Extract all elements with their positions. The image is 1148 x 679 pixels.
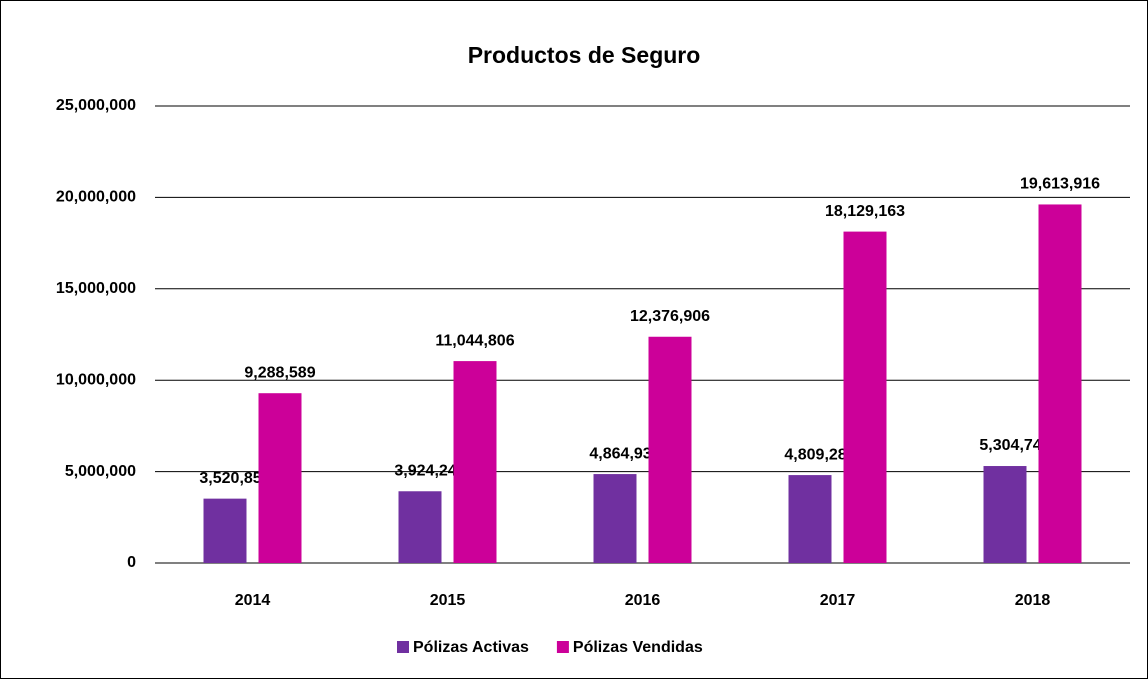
x-tick-label: 2016: [625, 592, 661, 609]
x-tick-label: 2018: [1015, 592, 1051, 609]
x-tick-label: 2015: [430, 592, 466, 609]
bar: [788, 475, 832, 563]
data-label: 4,809,280: [784, 446, 855, 463]
bar: [258, 393, 302, 563]
y-tick-label: 10,000,000: [56, 371, 136, 388]
data-label: 5,304,741: [979, 437, 1050, 454]
bar: [983, 466, 1027, 563]
bar: [1038, 204, 1082, 563]
legend-swatch: [397, 641, 409, 653]
bar: [453, 361, 497, 563]
y-tick-label: 5,000,000: [65, 463, 136, 480]
legend-swatch: [556, 641, 569, 653]
y-tick-label: 20,000,000: [56, 189, 136, 206]
bar: [648, 336, 692, 563]
data-label: 9,288,589: [244, 364, 315, 381]
data-label: 3,924,241: [394, 462, 465, 479]
legend-label: Pólizas Activas: [413, 639, 529, 656]
bar: [843, 231, 887, 563]
bar: [203, 498, 247, 563]
bar: [398, 491, 442, 563]
y-tick-label: 0: [127, 554, 136, 571]
y-tick-label: 25,000,000: [56, 97, 136, 114]
data-label: 19,613,916: [1020, 176, 1100, 193]
chart-title: Productos de Seguro: [468, 42, 701, 68]
x-tick-label: 2017: [820, 592, 856, 609]
data-label: 11,044,806: [435, 332, 514, 349]
data-label: 12,376,906: [630, 308, 710, 325]
x-tick-label: 2014: [235, 592, 271, 609]
y-tick-label: 15,000,000: [56, 280, 136, 297]
legend-label: Pólizas Vendidas: [573, 639, 703, 656]
bar: [593, 474, 637, 563]
data-label: 4,864,934: [589, 445, 660, 462]
data-label: 3,520,850: [199, 470, 270, 487]
data-label: 18,129,163: [825, 203, 905, 220]
